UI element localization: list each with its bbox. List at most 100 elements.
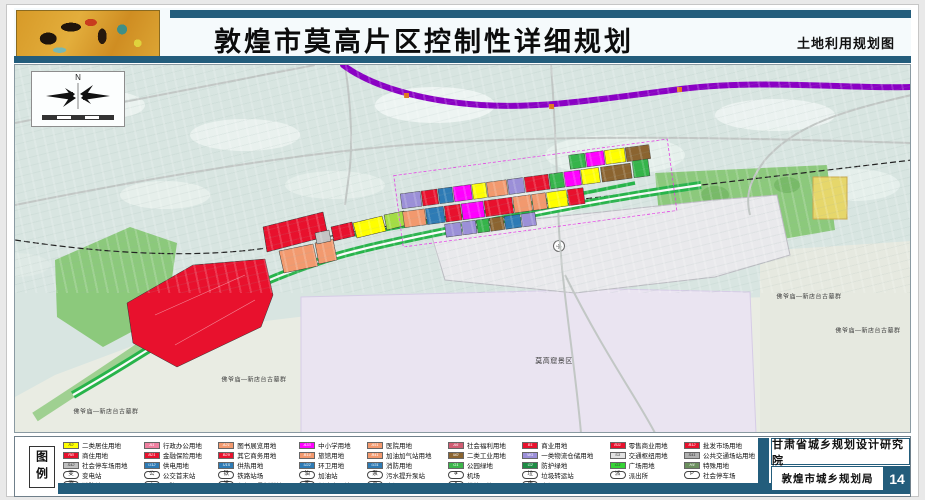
legend-item: B29 其它商务用地 <box>218 451 283 460</box>
landuse-swatch: U15 <box>218 461 235 469</box>
landuse-swatch: A1 <box>143 441 160 449</box>
legend-title-box: 图例 <box>29 446 55 488</box>
landuse-swatch: S3 <box>609 451 626 459</box>
bus-terminus-icon: 公 <box>143 471 160 479</box>
landuse-swatch: S42 <box>63 461 79 469</box>
legend-item: B1 商业用地 <box>522 441 593 450</box>
tombs-label: 佛爷庙—新店台古墓群 <box>221 377 287 384</box>
landuse-swatch: S41 <box>684 451 700 459</box>
legend-item: S41 公共交通场站用地 <box>684 451 755 460</box>
legend-item: B41 加油加气站用地 <box>367 451 432 460</box>
page-number: 14 <box>884 466 910 491</box>
compass-box: N <box>31 71 125 127</box>
expressway-marker <box>549 104 554 109</box>
legend-item: U31 消防用地 <box>367 461 432 470</box>
footer-bar <box>58 483 910 494</box>
tombs-label: 佛爷庙—新店台古墓群 <box>776 294 842 301</box>
landuse-swatch: B29 <box>218 451 235 459</box>
compass-rose-icon <box>46 83 110 109</box>
legend-item: 泵污水提升泵站 <box>367 471 432 480</box>
expressway-marker <box>404 93 409 98</box>
waste-transfer-icon: 垃 <box>522 471 539 479</box>
railway-station-icon: 铁 <box>218 471 235 479</box>
header: 敦煌市莫高片区控制性详细规划 土地利用规划图 <box>14 8 911 63</box>
north-label: N <box>75 73 81 82</box>
sewage-pump-icon: 泵 <box>367 471 383 479</box>
page-title: 敦煌市莫高片区控制性详细规划 <box>214 27 634 57</box>
landuse-swatch: A6 <box>447 441 464 449</box>
legend-column: B11 零售商业用地 S3 交通枢纽用地 G3 广场用地 派派出所 <box>609 441 668 491</box>
legend-item: B21 金融保险用地 <box>143 451 202 460</box>
legend-item: 铁铁路站场 <box>218 471 283 480</box>
legend-item: G2 防护绿地 <box>522 461 593 470</box>
landuse-swatch: A33 <box>299 441 316 449</box>
legend-item: 公公交首末站 <box>143 471 202 480</box>
legend-item: A1 行政办公用地 <box>143 441 202 450</box>
legend-item: 垃垃圾转运站 <box>522 471 593 480</box>
header-top-bar <box>170 10 911 18</box>
svg-text:✈: ✈ <box>556 244 562 251</box>
planning-boundary <box>393 138 678 248</box>
legend-item: 变变电站 <box>63 471 128 480</box>
legend-item: G3 广场用地 <box>609 461 668 470</box>
legend-item: B14 旅馆用地 <box>299 451 351 460</box>
landuse-map: ✈ <box>14 64 911 433</box>
legend-item: B11 零售商业用地 <box>609 441 668 450</box>
legend-title: 图例 <box>34 450 49 484</box>
substation-icon: 变 <box>63 471 79 479</box>
tombs-label: 佛爷庙—新店台古墓群 <box>73 409 139 416</box>
landuse-swatch: B14 <box>299 451 316 459</box>
landuse-swatch: U12 <box>143 461 160 469</box>
landuse-swatch: G1 <box>447 461 464 469</box>
landuse-swatch: U22 <box>299 461 316 469</box>
landuse-swatch: RB <box>63 451 79 459</box>
airport-zone: ✈ <box>429 194 791 294</box>
legend-item: S42 社会停车场用地 <box>63 461 128 470</box>
legend-item: U22 环卫用地 <box>299 461 351 470</box>
sheet-subtitle: 土地利用规划图 <box>796 36 895 51</box>
landuse-swatch: U31 <box>367 461 383 469</box>
legend-item: B12 批发市场用地 <box>684 441 755 450</box>
tombs-label: 佛爷庙—新店台古墓群 <box>835 328 901 335</box>
landuse-swatch: B11 <box>609 441 626 449</box>
yellow-parcel-east <box>812 176 848 220</box>
landuse-swatch: B21 <box>143 451 160 459</box>
legend-item: U15 供热用地 <box>218 461 283 470</box>
scenic-area-label: 莫高窟景区 <box>535 358 573 365</box>
large-red-parcel <box>126 258 274 368</box>
landuse-swatch: B1 <box>522 441 539 449</box>
legend-item: A51 医院用地 <box>367 441 432 450</box>
landuse-swatch: R2 <box>63 441 79 449</box>
legend-item: RB 商住用地 <box>63 451 128 460</box>
landuse-swatch: W1 <box>522 451 539 459</box>
west-parcel-cluster <box>126 210 408 368</box>
legend-item: A33 中小学用地 <box>299 441 351 450</box>
legend-item: 油加油站 <box>299 471 351 480</box>
legend-item: W1 一类物流仓储用地 <box>522 451 593 460</box>
parking-icon: P <box>684 471 700 479</box>
bureau-box: 敦煌市城乡规划局 <box>771 466 884 491</box>
landuse-swatch: M2 <box>447 451 464 459</box>
landuse-swatch: A51 <box>367 441 383 449</box>
legend-item: G1 公园绿地 <box>447 461 506 470</box>
corridor-parcel-band <box>393 138 678 248</box>
landuse-swatch: B41 <box>367 451 383 459</box>
dunhuang-mural-artwork <box>16 10 160 58</box>
legend-item: A21 图书展览用地 <box>218 441 283 450</box>
legend-item: M2 二类工业用地 <box>447 451 506 460</box>
gas-station-icon: 油 <box>299 471 316 479</box>
east-tombs-zone <box>760 241 910 432</box>
legend-column: B12 批发市场用地 S41 公共交通场站用地 H4 特殊用地 P 社会停车场 <box>684 441 755 491</box>
landuse-swatch: G2 <box>522 461 539 469</box>
legend-item: U12 供电用地 <box>143 461 202 470</box>
police-station-icon: 派 <box>609 471 626 479</box>
landuse-swatch: G3 <box>609 461 626 469</box>
legend-item: A6 社会福利用地 <box>447 441 506 450</box>
legend-item: H4 特殊用地 <box>684 461 755 470</box>
institute-box: 甘肃省城乡规划设计研究院 <box>771 438 910 467</box>
landuse-swatch: A21 <box>218 441 235 449</box>
expressway <box>340 65 910 109</box>
map-canvas: ✈ <box>15 65 910 432</box>
scale-bar <box>42 115 114 120</box>
